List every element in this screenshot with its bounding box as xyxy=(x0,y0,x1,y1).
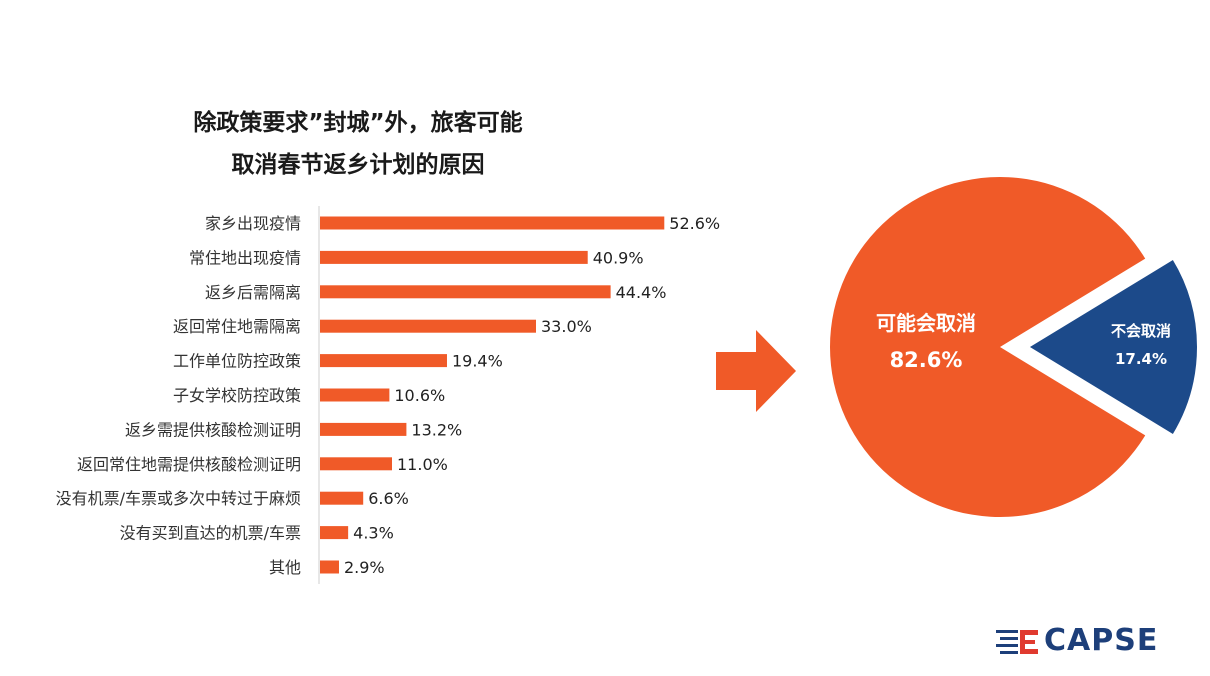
bar xyxy=(320,216,665,230)
bar-category-label: 工作单位防控政策 xyxy=(173,352,301,371)
logo-text: CAPSE xyxy=(1044,623,1159,658)
bar-category-label: 返乡后需隔离 xyxy=(205,283,301,302)
bar-category-label: 返乡需提供核酸检测证明 xyxy=(125,420,301,439)
bar-category-label: 子女学校防控政策 xyxy=(173,386,301,405)
bar-category-label: 没有机票/车票或多次中转过于麻烦 xyxy=(56,489,301,508)
pie-value-secondary: 17.4% xyxy=(1115,350,1167,368)
bar xyxy=(320,422,407,436)
bar xyxy=(320,457,392,471)
right-arrow-icon xyxy=(716,330,796,412)
chart-title-line2: 取消春节返乡计划的原因 xyxy=(231,152,485,178)
bar-category-label: 返回常住地需提供核酸检测证明 xyxy=(77,455,301,474)
bar-value-label: 10.6% xyxy=(394,386,445,405)
pie-label-main: 可能会取消 xyxy=(876,311,976,335)
bar-category-label: 其他 xyxy=(269,558,301,577)
bar xyxy=(320,319,536,333)
capse-logo: CAPSE xyxy=(996,624,1158,658)
bar-category-label: 常住地出现疫情 xyxy=(189,248,301,267)
capse-logo-mark-icon xyxy=(996,630,1038,654)
bar-value-label: 13.2% xyxy=(411,420,462,439)
bar-category-label: 家乡出现疫情 xyxy=(205,214,301,233)
pie-slice-main xyxy=(830,177,1146,517)
bar-category-label: 没有买到直达的机票/车票 xyxy=(120,524,301,543)
bar xyxy=(320,285,611,299)
bar-value-label: 44.4% xyxy=(616,283,667,302)
bar-category-label: 返回常住地需隔离 xyxy=(173,317,301,336)
bar-value-label: 4.3% xyxy=(353,524,394,543)
bar-value-label: 40.9% xyxy=(593,248,644,267)
pie-label-secondary: 不会取消 xyxy=(1111,322,1171,340)
pie-value-main: 82.6% xyxy=(890,348,963,372)
bar-value-label: 11.0% xyxy=(397,455,448,474)
pie-slice-secondary xyxy=(1026,257,1199,437)
bar xyxy=(320,250,588,264)
bar-value-label: 2.9% xyxy=(344,558,385,577)
bar-value-label: 52.6% xyxy=(669,214,720,233)
bar-chart: 家乡出现疫情 52.6% 常住地出现疫情 40.9% 返乡后需隔离 44.4% 返回常住地需… xyxy=(56,206,720,584)
bar xyxy=(320,388,390,402)
bar xyxy=(320,526,349,540)
bar xyxy=(320,354,447,368)
bar-value-label: 33.0% xyxy=(541,317,592,336)
pie-chart: 可能会取消 82.6% 不会取消 17.4% xyxy=(830,177,1199,517)
chart-title-line1: 除政策要求”封城”外，旅客可能 xyxy=(193,110,523,136)
bar-value-label: 6.6% xyxy=(368,489,409,508)
bar-value-label: 19.4% xyxy=(452,352,503,371)
bar xyxy=(320,491,364,505)
bar xyxy=(320,560,339,574)
